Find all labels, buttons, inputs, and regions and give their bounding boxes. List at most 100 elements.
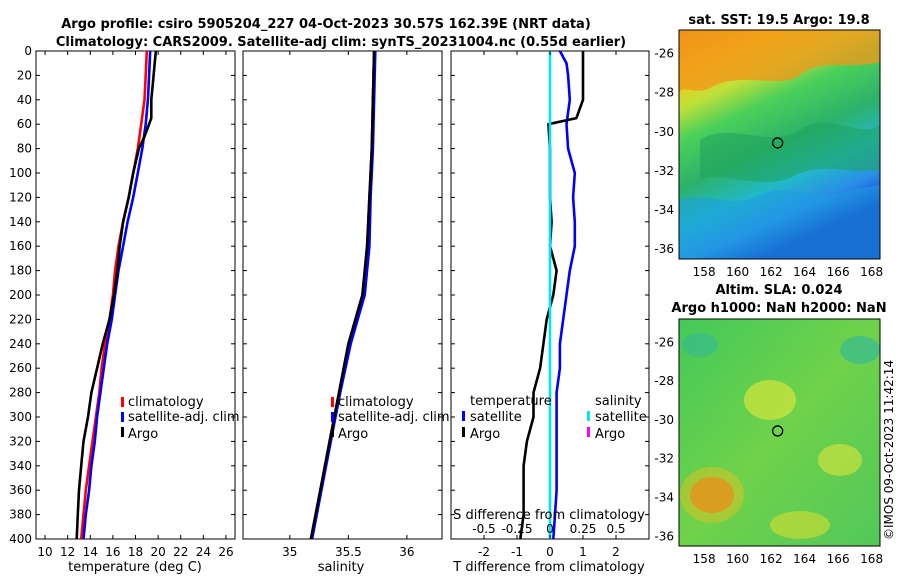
series-line-satellite-adj-clim <box>310 50 377 540</box>
depth-tick-label: 260 <box>9 361 32 375</box>
depth-tick-label: 120 <box>9 190 32 204</box>
sst-argo-location-marker <box>772 137 784 149</box>
legend-label-argo: Argo <box>128 427 158 442</box>
x-tick-label: 36 <box>399 545 414 559</box>
sla-anomaly <box>770 511 830 539</box>
depth-tick-label: 180 <box>9 264 32 278</box>
depth-tick-label: 160 <box>9 239 32 253</box>
x-tick-label: 1 <box>579 545 587 559</box>
sla-anomaly <box>690 477 734 513</box>
argo-location-circle <box>772 137 784 149</box>
legend-swatch-satellite <box>331 412 334 422</box>
lat-tick-label: -26 <box>654 335 674 349</box>
legend-header-salinity: salinity <box>595 394 642 409</box>
lat-tick-label: -36 <box>654 242 674 256</box>
depth-tick-label: 60 <box>17 117 32 131</box>
x-tick-label: 22 <box>173 545 188 559</box>
lat-tick-label: -32 <box>654 164 674 178</box>
salinity-x-axis: 35 35.5 36 <box>282 51 415 559</box>
difference-top-label: S difference from climatology <box>453 508 645 523</box>
temperature-xlabel: temperature (deg C) <box>68 560 202 575</box>
legend-label-satellite: satellite-adj. clim <box>338 410 450 425</box>
sla-map-title-line2: Argo h1000: NaN h2000: NaN <box>671 301 886 316</box>
depth-tick-label: 360 <box>9 483 32 497</box>
legend-swatch-t-satellite <box>462 411 465 421</box>
series-line-t-argo <box>519 51 585 540</box>
x-tick-label: 20 <box>150 545 165 559</box>
legend-header-temperature: temperature <box>470 394 552 409</box>
sst-map <box>679 30 880 259</box>
sla-anomaly <box>840 336 880 364</box>
sla-argo-location-marker <box>772 425 784 437</box>
depth-tick-label: 300 <box>9 410 32 424</box>
x-tick-label: 35.5 <box>335 545 362 559</box>
x-tick-label: 12 <box>60 545 75 559</box>
salinity-plot <box>242 50 443 540</box>
difference-plot <box>450 50 650 540</box>
x-tick-label: 10 <box>37 545 52 559</box>
lat-tick-label: -36 <box>654 529 674 543</box>
x-tick-label: -2 <box>478 545 490 559</box>
legend-label-t-satellite: satellite <box>470 410 522 425</box>
sst-green-band <box>700 122 880 182</box>
sla-x-axis: 158 160 162 164 166 168 <box>693 552 883 566</box>
lat-tick-label: -32 <box>654 452 674 466</box>
depth-tick-label: 80 <box>17 142 32 156</box>
depth-tick-label: 220 <box>9 312 32 326</box>
depth-axis: 0 20 40 60 80 100 120 140 160 180 200 220 240 260 280 3… <box>9 44 649 546</box>
salinity-plot-frame <box>242 50 443 540</box>
salinity-legend: climatology satellite-adj. clim Argo <box>331 395 450 442</box>
lat-tick-label: -26 <box>654 46 674 60</box>
lat-tick-label: -34 <box>654 203 674 217</box>
x-tick-label: -1 <box>511 545 523 559</box>
sla-y-axis: -26 -28 -30 -32 -34 -36 <box>654 335 674 543</box>
depth-tick-label: 240 <box>9 337 32 351</box>
legend-label-t-argo: Argo <box>470 427 500 442</box>
sla-anomaly <box>818 444 862 476</box>
difference-xlabel: T difference from climatology <box>452 560 645 575</box>
lon-tick-label: 160 <box>726 265 749 279</box>
sst-y-axis: -26 -28 -30 -32 -34 -36 <box>654 46 674 256</box>
depth-tick-label: 140 <box>9 215 32 229</box>
depth-tick-label: 380 <box>9 508 32 522</box>
lat-tick-label: -30 <box>654 413 674 427</box>
depth-tick-label: 0 <box>24 44 32 58</box>
sst-x-axis: 158 160 162 164 166 168 <box>693 265 883 279</box>
temperature-plot-frame <box>35 50 236 540</box>
legend-swatch-s-argo <box>587 427 590 437</box>
x-tick-label: 14 <box>83 545 98 559</box>
x-tick-label: 24 <box>196 545 211 559</box>
lat-tick-label: -28 <box>654 374 674 388</box>
top-x-tick-label: 0.5 <box>606 522 625 536</box>
sla-map-frame <box>678 318 881 547</box>
sst-warm-patch <box>679 30 880 92</box>
legend-swatch-argo <box>331 427 334 437</box>
figure-title-line2: Climatology: CARS2009. Satellite-adj cli… <box>56 35 626 50</box>
lon-tick-label: 158 <box>693 552 716 566</box>
legend-label-satellite: satellite-adj. clim <box>128 410 240 425</box>
x-tick-label: 26 <box>218 545 233 559</box>
legend-label-climatology: climatology <box>128 395 204 410</box>
lat-tick-label: -30 <box>654 125 674 139</box>
lon-tick-label: 160 <box>726 552 749 566</box>
depth-tick-label: 280 <box>9 386 32 400</box>
legend-swatch-s-satellite <box>587 411 590 421</box>
depth-tick-label: 400 <box>9 532 32 546</box>
legend-swatch-t-argo <box>462 427 465 437</box>
sla-map-title-line1: Altim. SLA: 0.024 <box>716 283 843 298</box>
x-tick-label: 35 <box>282 545 297 559</box>
legend-swatch-climatology <box>331 397 334 407</box>
sla-anomaly <box>680 467 744 523</box>
lon-tick-label: 162 <box>760 552 783 566</box>
legend-label-argo: Argo <box>338 427 368 442</box>
difference-legend: temperature satellite Argo salinity sate… <box>462 394 647 442</box>
depth-tick-label: 40 <box>17 93 32 107</box>
series-line-argo <box>309 50 376 540</box>
temperature-x-axis: 10 12 14 16 18 20 22 24 26 <box>37 51 234 559</box>
depth-tick-label: 340 <box>9 459 32 473</box>
depth-tick-label: 20 <box>17 68 32 82</box>
figure-title-line1: Argo profile: csiro 5905204_227 04-Oct-2… <box>61 17 591 32</box>
top-x-tick-label: -0.5 <box>472 522 495 536</box>
lon-tick-label: 164 <box>793 265 816 279</box>
difference-top-axis: -0.5 -0.25 0 0.25 0.5 <box>472 522 625 536</box>
